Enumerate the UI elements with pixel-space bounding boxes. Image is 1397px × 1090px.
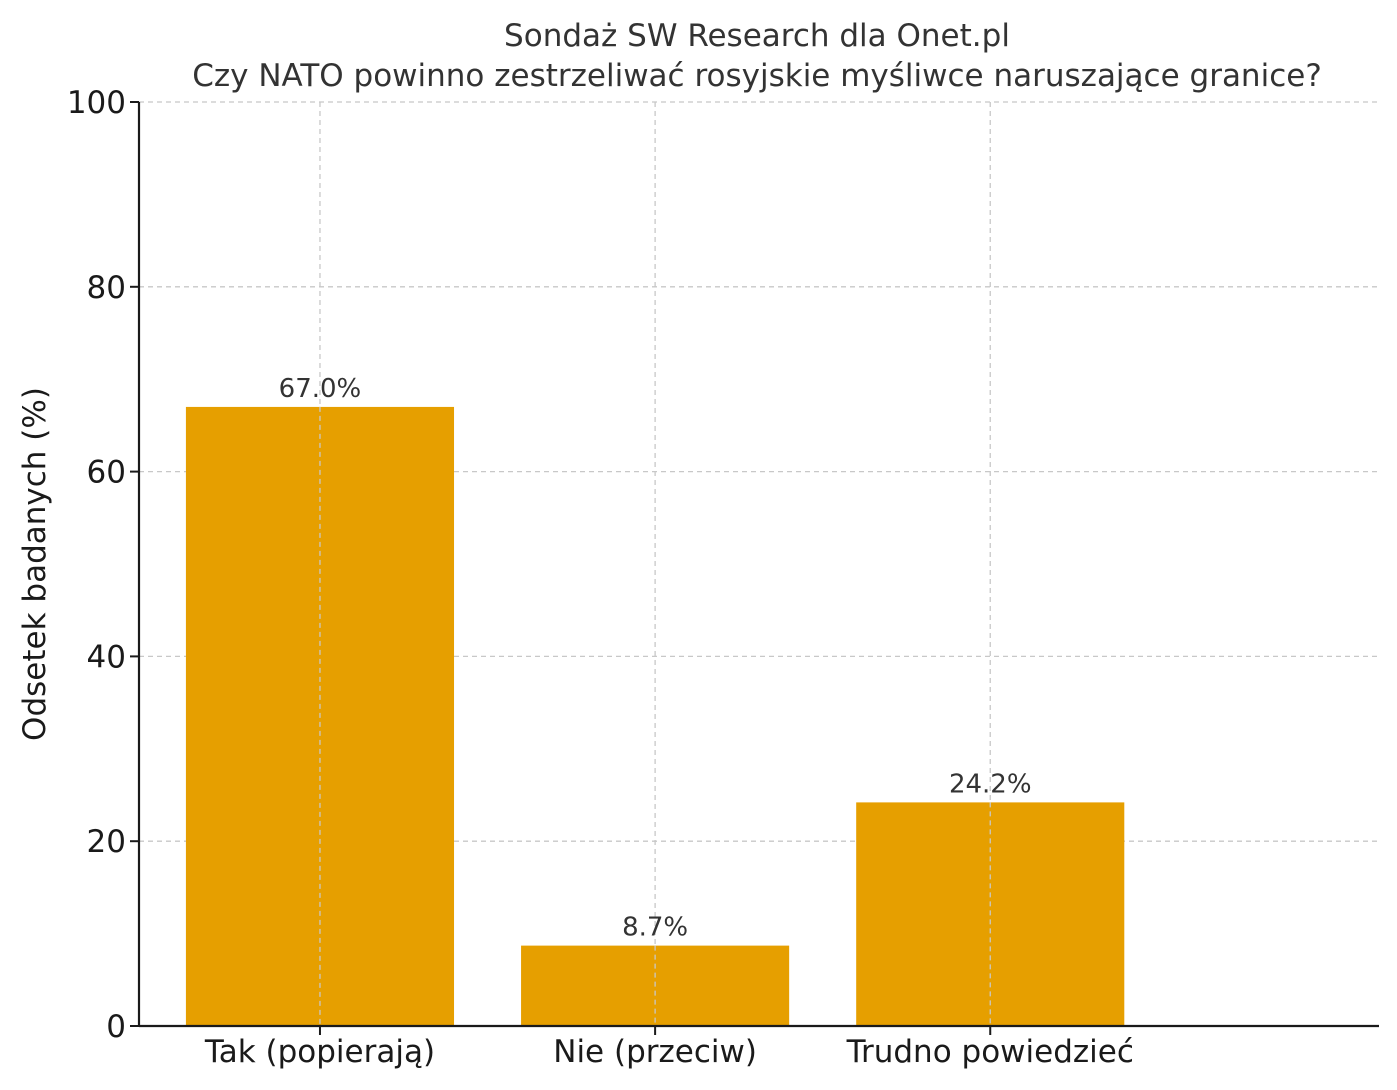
- labels: 0 20 40 60 80 100 Tak (popierają) Nie (przeciw)…: [67, 85, 1134, 1070]
- y-tick-label-5: 100: [67, 85, 126, 121]
- chart-subtitle: Czy NATO powinno zestrzeliwać rosyjskie …: [192, 58, 1322, 94]
- y-tick-label-0: 0: [106, 1009, 126, 1045]
- x-tick-label-0: Tak (popierają): [204, 1034, 435, 1070]
- y-tick-label-2: 40: [87, 639, 126, 675]
- y-axis-label: Odsetek badanych (%): [17, 387, 53, 741]
- data-label-1: 8.7%: [622, 913, 688, 943]
- data-label-0: 67.0%: [279, 374, 362, 404]
- x-tick-label-2: Trudno powiedzieć: [846, 1034, 1134, 1070]
- y-tick-label-3: 60: [87, 455, 126, 491]
- data-label-2: 24.2%: [949, 769, 1032, 799]
- y-tick-label-1: 20: [87, 824, 126, 860]
- axes: [130, 101, 1379, 1035]
- chart-title: Sondaż SW Research dla Onet.pl: [504, 18, 1010, 54]
- y-tick-label-4: 80: [87, 270, 126, 306]
- x-tick-label-1: Nie (przeciw): [553, 1034, 757, 1070]
